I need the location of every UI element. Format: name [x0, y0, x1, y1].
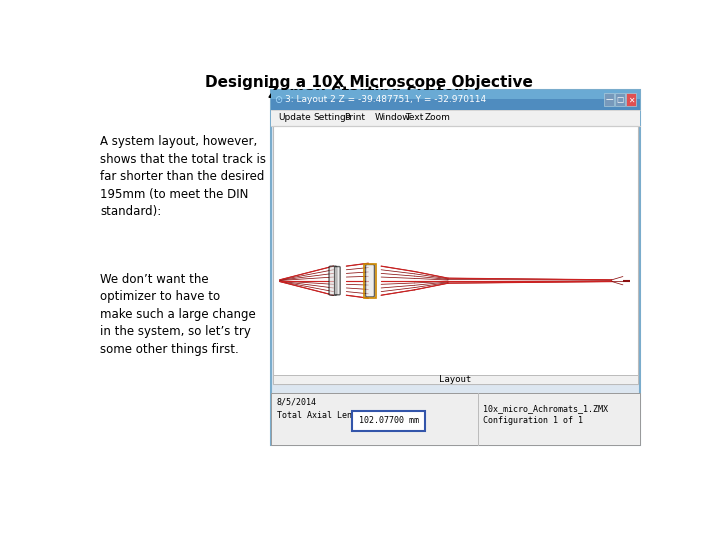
Text: ✕: ✕ — [628, 95, 634, 104]
Bar — [615, 93, 625, 106]
Bar — [364, 264, 376, 298]
Bar — [271, 90, 639, 99]
Bar — [271, 90, 639, 445]
Bar — [271, 393, 639, 446]
FancyBboxPatch shape — [329, 266, 337, 295]
Bar — [604, 93, 614, 106]
Bar — [271, 90, 639, 110]
Text: 10x_micro_Achromats_1.ZMX
Configuration 1 of 1: 10x_micro_Achromats_1.ZMX Configuration … — [483, 404, 608, 425]
Text: Settings: Settings — [313, 113, 351, 122]
Text: A system layout, however,
shows that the total track is
far shorter than the des: A system layout, however, shows that the… — [100, 136, 266, 219]
Text: —: — — [605, 95, 613, 104]
Text: ⊙: ⊙ — [274, 94, 282, 105]
Text: Designing a 10X Microscope Objective: Designing a 10X Microscope Objective — [205, 75, 533, 90]
Text: Layout: Layout — [439, 375, 472, 384]
Text: □: □ — [616, 95, 624, 104]
Bar — [352, 411, 425, 431]
Bar — [273, 375, 638, 384]
Bar — [626, 93, 636, 106]
FancyBboxPatch shape — [335, 267, 340, 295]
Bar — [271, 110, 639, 125]
Text: Print: Print — [344, 113, 365, 122]
Text: 102.07700 mm: 102.07700 mm — [359, 416, 418, 425]
FancyBboxPatch shape — [366, 265, 374, 297]
Text: Text: Text — [405, 113, 423, 122]
Text: Zemax Starting System: Zemax Starting System — [268, 86, 470, 102]
Text: 3: Layout 2 Z = -39.487751, Y = -32.970114: 3: Layout 2 Z = -39.487751, Y = -32.9701… — [285, 95, 487, 104]
Text: We don’t want the
optimizer to have to
make such a large change
in the system, s: We don’t want the optimizer to have to m… — [100, 273, 256, 356]
Text: Window: Window — [374, 113, 410, 122]
Text: Zoom: Zoom — [425, 113, 451, 122]
Bar — [273, 125, 638, 384]
Text: Update: Update — [278, 113, 311, 122]
Text: 8/5/2014
Total Axial Length:: 8/5/2014 Total Axial Length: — [277, 397, 372, 420]
